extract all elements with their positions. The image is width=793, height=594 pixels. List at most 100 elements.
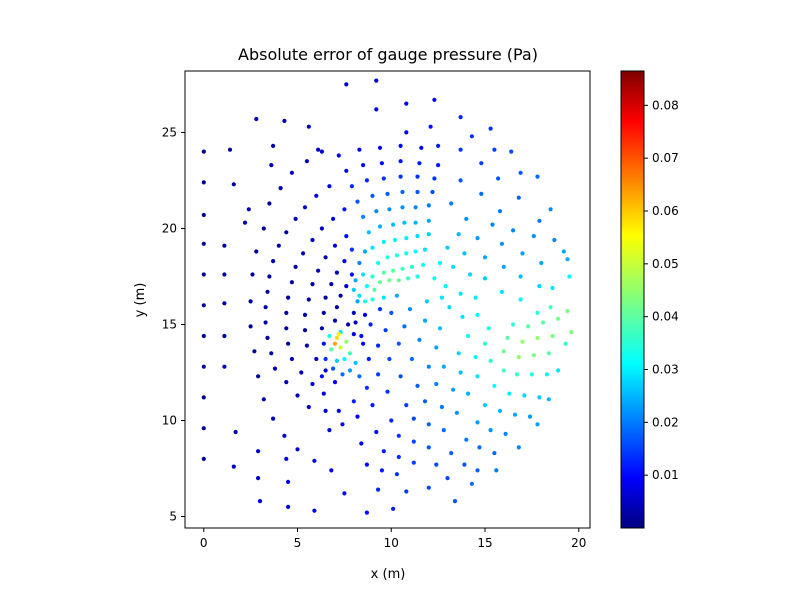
data-point-371 [332,318,338,323]
data-point-160 [398,143,403,148]
data-point-79 [334,335,339,340]
data-point-59 [567,274,572,279]
data-point-326 [304,159,309,164]
data-point-213 [537,395,542,400]
data-point-203 [516,355,521,360]
data-point-278 [364,385,369,390]
data-point-151 [344,168,349,173]
chart-title: Absolute error of gauge pressure (Pa) [238,45,538,64]
data-point-157 [336,153,341,158]
data-point-132 [426,218,431,223]
data-point-175 [464,216,469,221]
data-point-220 [503,431,508,436]
data-point-93 [323,356,328,362]
data-point-186 [479,191,484,196]
data-point-269 [409,356,414,362]
x-tick-label: 15 [477,536,492,550]
data-point-35 [246,207,251,212]
data-point-345 [293,264,298,269]
data-point-76 [351,310,356,315]
data-point-260 [374,429,379,435]
data-point-43 [284,456,289,461]
data-point-101 [353,278,358,283]
scatter-points [201,78,574,515]
data-point-68 [518,170,523,175]
data-point-92 [331,366,336,371]
data-point-87 [342,356,347,362]
data-point-316 [314,193,319,198]
data-point-90 [347,368,353,373]
colorbar-tick-label: 0.06 [652,204,679,218]
data-point-301 [306,404,311,410]
data-point-181 [518,297,523,302]
colorbar-tick-label: 0.08 [652,98,679,112]
data-point-37 [256,476,261,481]
data-point-63 [516,195,521,200]
colorbar-tick-label: 0.05 [652,257,679,271]
data-point-161 [419,145,424,150]
data-point-367 [329,282,334,287]
data-point-24 [316,147,321,152]
data-point-162 [437,260,443,266]
data-point-223 [492,451,497,456]
data-point-356 [316,268,321,273]
data-point-349 [331,216,336,221]
data-point-23 [271,143,276,148]
data-point-111 [406,276,411,281]
data-point-75 [561,249,566,254]
data-point-89 [353,360,358,365]
data-point-55 [556,368,561,373]
data-point-129 [391,222,396,227]
data-point-315 [302,205,308,210]
data-point-246 [422,399,428,404]
data-point-318 [248,324,253,329]
data-point-327 [319,149,324,154]
data-point-298 [351,332,356,337]
data-point-206 [501,368,506,373]
data-point-308 [263,305,268,310]
data-point-288 [376,343,381,348]
data-point-310 [267,274,272,279]
data-point-17 [222,364,227,369]
data-point-29 [404,101,409,106]
data-point-362 [332,380,338,385]
data-point-215 [497,408,503,413]
data-point-45 [342,491,347,496]
data-point-44 [286,479,291,484]
data-point-21 [282,118,287,123]
data-point-374 [344,284,349,289]
data-point-320 [250,272,255,277]
data-point-188 [531,234,536,239]
y-tick-label: 20 [162,221,177,235]
data-point-124 [404,236,409,241]
data-point-357 [323,255,328,260]
data-point-249 [411,416,416,421]
data-point-96 [355,299,360,304]
data-point-166 [445,245,450,250]
data-point-370 [349,247,354,252]
data-point-42 [391,506,396,511]
data-point-146 [364,178,369,183]
data-point-365 [321,310,326,315]
data-point-304 [272,366,278,371]
data-point-252 [396,433,401,438]
data-point-10 [201,456,206,461]
x-tick-label: 0 [200,536,208,550]
data-point-224 [449,451,454,456]
data-point-100 [364,284,369,289]
data-point-274 [340,422,345,427]
data-point-185 [497,209,503,214]
x-axis-label: x (m) [371,567,406,582]
data-point-125 [415,234,420,239]
data-point-377 [362,249,368,254]
data-point-250 [426,445,431,450]
data-point-88 [334,358,339,363]
colorbar-tick-label: 0.07 [652,151,679,165]
data-point-255 [381,449,386,454]
data-point-354 [306,297,311,302]
data-point-282 [402,324,407,329]
data-point-82 [329,347,334,352]
data-point-41 [364,510,369,515]
data-point-232 [447,305,452,310]
data-point-195 [526,324,531,329]
